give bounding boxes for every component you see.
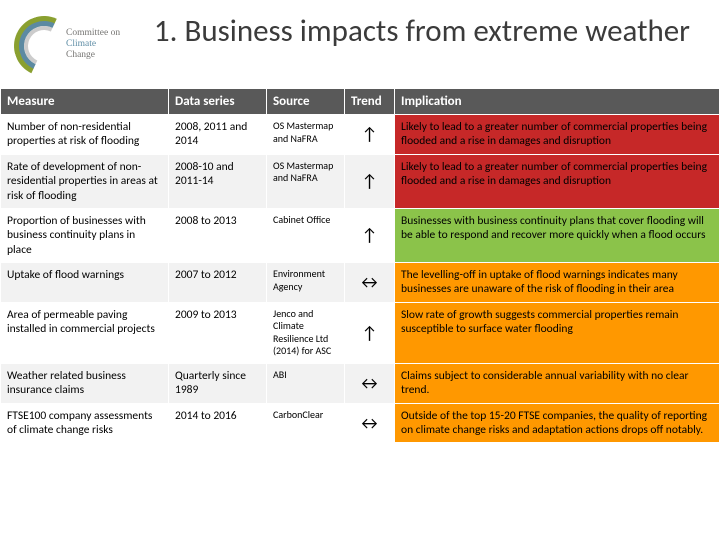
cell-data-series: 2009 to 2013: [169, 302, 267, 363]
impacts-table: Measure Data series Source Trend Implica…: [0, 88, 720, 443]
cell-measure: FTSE100 company assessments of climate c…: [1, 403, 169, 443]
cell-source: Jenco and Climate Resilience Ltd (2014) …: [267, 302, 345, 363]
cell-implication: Claims subject to considerable annual va…: [395, 363, 720, 403]
cell-data-series: 2007 to 2012: [169, 263, 267, 303]
cell-measure: Proportion of businesses with business c…: [1, 208, 169, 262]
col-data-series: Data series: [169, 89, 267, 115]
table-row: Uptake of flood warnings2007 to 2012Envi…: [1, 263, 720, 303]
cell-trend: ↑: [345, 154, 395, 208]
slide-title: 1. Business impacts from extreme weather: [132, 12, 690, 49]
cell-trend: ↔: [345, 263, 395, 303]
col-implication: Implication: [395, 89, 720, 115]
table-row: Weather related business insurance claim…: [1, 363, 720, 403]
slide: Committee on Climate Change 1. Business …: [0, 0, 720, 540]
cell-implication: Likely to lead to a greater number of co…: [395, 115, 720, 155]
cell-source: OS Mastermap and NaFRA: [267, 154, 345, 208]
cell-data-series: 2014 to 2016: [169, 403, 267, 443]
table-header-row: Measure Data series Source Trend Implica…: [1, 89, 720, 115]
table-row: Area of permeable paving installed in co…: [1, 302, 720, 363]
cell-source: OS Mastermap and NaFRA: [267, 115, 345, 155]
cell-data-series: Quarterly since 1989: [169, 363, 267, 403]
cell-source: Cabinet Office: [267, 208, 345, 262]
logo-line2: Climate: [66, 39, 120, 50]
cell-trend: ↑: [345, 208, 395, 262]
table-row: Number of non-residential properties at …: [1, 115, 720, 155]
cell-trend: ↑: [345, 302, 395, 363]
col-source: Source: [267, 89, 345, 115]
cell-data-series: 2008 to 2013: [169, 208, 267, 262]
cell-source: ABI: [267, 363, 345, 403]
cell-implication: Businesses with business continuity plan…: [395, 208, 720, 262]
cell-trend: ↑: [345, 115, 395, 155]
cell-trend: ↔: [345, 363, 395, 403]
cell-measure: Weather related business insurance claim…: [1, 363, 169, 403]
cell-implication: Likely to lead to a greater number of co…: [395, 154, 720, 208]
table-row: Proportion of businesses with business c…: [1, 208, 720, 262]
cell-implication: Outside of the top 15-20 FTSE companies,…: [395, 403, 720, 443]
header: Committee on Climate Change 1. Business …: [0, 0, 720, 88]
logo-line3: Change: [66, 50, 120, 61]
col-trend: Trend: [345, 89, 395, 115]
cell-trend: ↔: [345, 403, 395, 443]
cell-implication: Slow rate of growth suggests commercial …: [395, 302, 720, 363]
logo-line1: Committee on: [66, 28, 120, 39]
cell-measure: Uptake of flood warnings: [1, 263, 169, 303]
cell-source: Environment Agency: [267, 263, 345, 303]
cell-measure: Rate of development of non-residential p…: [1, 154, 169, 208]
cell-data-series: 2008, 2011 and 2014: [169, 115, 267, 155]
table-row: Rate of development of non-residential p…: [1, 154, 720, 208]
table-row: FTSE100 company assessments of climate c…: [1, 403, 720, 443]
ccc-logo: Committee on Climate Change: [14, 12, 132, 80]
cell-source: CarbonClear: [267, 403, 345, 443]
col-measure: Measure: [1, 89, 169, 115]
logo-text: Committee on Climate Change: [66, 28, 120, 61]
cell-data-series: 2008-10 and 2011-14: [169, 154, 267, 208]
cell-measure: Number of non-residential properties at …: [1, 115, 169, 155]
cell-implication: The levelling-off in uptake of flood war…: [395, 263, 720, 303]
cell-measure: Area of permeable paving installed in co…: [1, 302, 169, 363]
